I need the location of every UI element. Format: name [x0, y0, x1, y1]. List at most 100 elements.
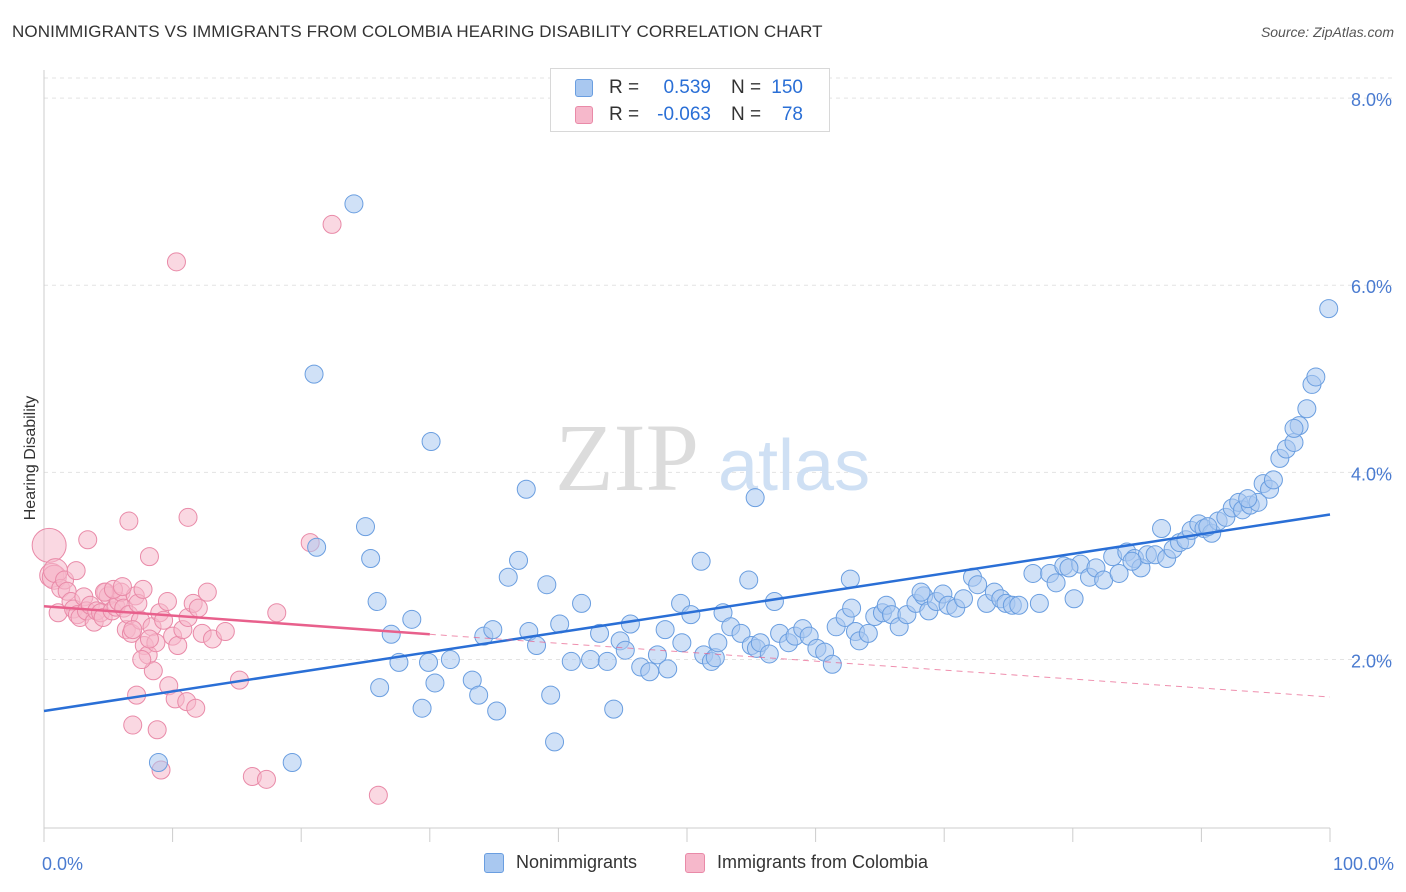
r-label: R = — [609, 104, 640, 125]
n-label: N = — [731, 104, 762, 125]
data-point-nonimmigrants — [148, 752, 168, 772]
r-value: 0.539 — [663, 77, 711, 98]
data-point-nonimmigrants — [581, 650, 601, 670]
series-nonimmigrants-points — [148, 194, 1339, 772]
trend-lines — [43, 513, 1331, 713]
y-tick-label: 6.0% — [1351, 277, 1392, 297]
source-credit: Source: ZipAtlas.com — [1260, 24, 1394, 40]
data-point-immigrants — [157, 592, 177, 612]
data-point-nonimmigrants — [307, 537, 327, 557]
data-point-nonimmigrants — [469, 685, 489, 705]
legend-swatch-blue — [484, 853, 504, 873]
data-point-immigrants — [31, 527, 67, 563]
data-point-nonimmigrants — [1109, 563, 1129, 583]
data-point-nonimmigrants — [1046, 573, 1066, 593]
data-point-nonimmigrants — [282, 752, 302, 772]
stats-row-immigrants: R = -0.063 N = 78 — [551, 102, 829, 128]
data-point-immigrants — [267, 603, 287, 623]
data-point-nonimmigrants — [691, 551, 711, 571]
data-point-nonimmigrants — [672, 633, 692, 653]
data-point-nonimmigrants — [1297, 399, 1317, 419]
data-point-immigrants — [368, 785, 388, 805]
data-point-nonimmigrants — [537, 575, 557, 595]
trend-line-nonimmigrants — [43, 513, 1331, 713]
y-tick-label: 2.0% — [1351, 652, 1392, 672]
y-tick-label: 8.0% — [1351, 90, 1392, 110]
data-point-immigrants — [143, 661, 163, 681]
data-point-nonimmigrants — [615, 640, 635, 660]
y-axis-label: Hearing Disability — [22, 396, 39, 521]
data-point-nonimmigrants — [640, 662, 660, 682]
data-point-immigrants — [168, 636, 188, 656]
data-point-immigrants — [178, 507, 198, 527]
data-point-nonimmigrants — [968, 575, 988, 595]
data-point-nonimmigrants — [356, 517, 375, 537]
data-point-nonimmigrants — [541, 685, 561, 705]
data-point-immigrants — [188, 598, 208, 618]
data-point-immigrants — [133, 579, 153, 599]
data-point-nonimmigrants — [509, 550, 529, 570]
chart-title: NONIMMIGRANTS VS IMMIGRANTS FROM COLOMBI… — [12, 22, 823, 41]
data-point-nonimmigrants — [344, 194, 364, 214]
data-point-nonimmigrants — [1029, 593, 1049, 613]
data-point-nonimmigrants — [440, 650, 460, 670]
data-point-nonimmigrants — [911, 582, 931, 602]
data-point-nonimmigrants — [953, 589, 973, 609]
data-point-nonimmigrants — [516, 479, 536, 499]
n-value: 150 — [771, 77, 803, 98]
data-point-nonimmigrants — [745, 488, 765, 508]
data-point-nonimmigrants — [655, 620, 675, 640]
swatch-blue — [575, 79, 593, 97]
y-tick-label: 4.0% — [1351, 464, 1392, 484]
data-point-nonimmigrants — [597, 651, 617, 671]
data-point-nonimmigrants — [858, 623, 878, 643]
data-point-nonimmigrants — [561, 651, 581, 671]
data-point-nonimmigrants — [604, 699, 624, 719]
data-point-immigrants — [147, 720, 167, 740]
data-point-nonimmigrants — [1263, 470, 1283, 490]
data-point-nonimmigrants — [1064, 589, 1084, 609]
data-point-nonimmigrants — [370, 678, 390, 698]
data-point-nonimmigrants — [527, 636, 547, 656]
data-point-immigrants — [132, 650, 152, 670]
data-point-nonimmigrants — [425, 673, 445, 693]
data-point-nonimmigrants — [381, 624, 401, 644]
data-point-immigrants — [215, 621, 235, 641]
data-point-nonimmigrants — [1009, 595, 1029, 615]
data-point-nonimmigrants — [842, 598, 862, 618]
data-point-immigrants — [123, 715, 143, 735]
grid-lines — [44, 77, 1392, 661]
legend-label: Nonimmigrants — [516, 852, 638, 872]
data-point-nonimmigrants — [590, 623, 610, 643]
r-value: -0.063 — [657, 104, 711, 125]
watermark-zip: ZIP — [555, 404, 699, 511]
data-point-nonimmigrants — [1319, 299, 1339, 319]
data-point-nonimmigrants — [487, 701, 507, 721]
data-point-immigrants — [112, 577, 132, 597]
data-point-immigrants — [139, 629, 159, 649]
data-point-nonimmigrants — [1306, 367, 1326, 387]
data-point-nonimmigrants — [367, 592, 387, 612]
data-point-immigrants — [322, 214, 342, 234]
data-point-nonimmigrants — [731, 623, 751, 643]
data-point-nonimmigrants — [708, 633, 728, 653]
data-point-nonimmigrants — [822, 654, 842, 674]
data-point-immigrants — [139, 547, 159, 567]
data-point-nonimmigrants — [361, 548, 381, 568]
data-point-immigrants — [66, 561, 86, 581]
series-immigrants-points — [31, 214, 388, 805]
data-point-nonimmigrants — [1238, 489, 1258, 509]
data-point-nonimmigrants — [658, 659, 678, 679]
watermark-atlas: atlas — [718, 426, 870, 506]
data-point-immigrants — [197, 582, 217, 602]
data-point-nonimmigrants — [304, 364, 324, 384]
data-point-immigrants — [256, 769, 276, 789]
data-point-nonimmigrants — [1059, 558, 1079, 578]
data-point-nonimmigrants — [1198, 517, 1218, 537]
data-point-immigrants — [78, 530, 98, 550]
data-point-nonimmigrants — [572, 593, 592, 613]
data-point-nonimmigrants — [421, 432, 441, 452]
legend-label: Immigrants from Colombia — [717, 852, 929, 872]
data-point-nonimmigrants — [412, 698, 432, 718]
data-point-nonimmigrants — [681, 605, 701, 625]
